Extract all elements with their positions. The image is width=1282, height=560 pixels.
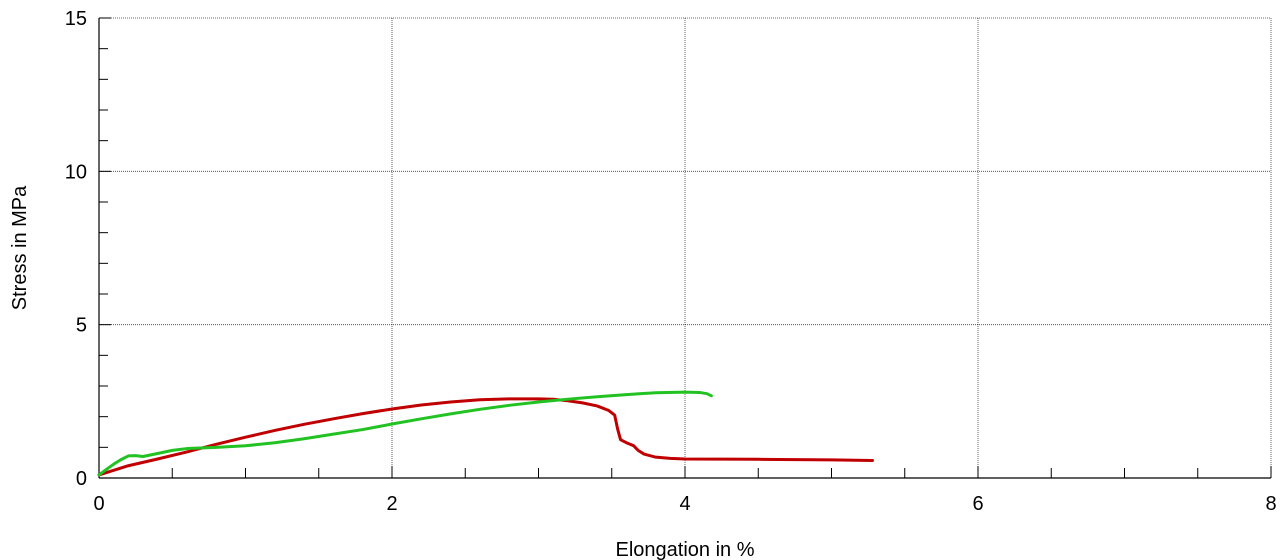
y-tick-label: 10 — [65, 161, 87, 183]
series-line-red — [97, 397, 875, 477]
x-tick-label: 0 — [93, 493, 104, 515]
y-axis-label: Stress in MPa — [9, 185, 31, 310]
x-tick-label: 6 — [972, 493, 983, 515]
y-tick-label: 0 — [76, 468, 87, 490]
series-line-green — [97, 390, 713, 477]
y-tick-label: 5 — [76, 315, 87, 337]
x-tick-label: 2 — [386, 493, 397, 515]
axes-layer: 0 2 4 6 8 0 5 10 15 — [65, 8, 1277, 515]
x-tick-label: 8 — [1265, 493, 1276, 515]
series-layer — [97, 390, 875, 477]
labels-layer: Elongation in % Stress in MPa — [9, 185, 755, 560]
grid-layer — [99, 17, 1272, 478]
y-tick-label: 15 — [65, 8, 87, 30]
x-axis-label: Elongation in % — [616, 539, 755, 560]
x-tick-label: 4 — [679, 493, 690, 515]
